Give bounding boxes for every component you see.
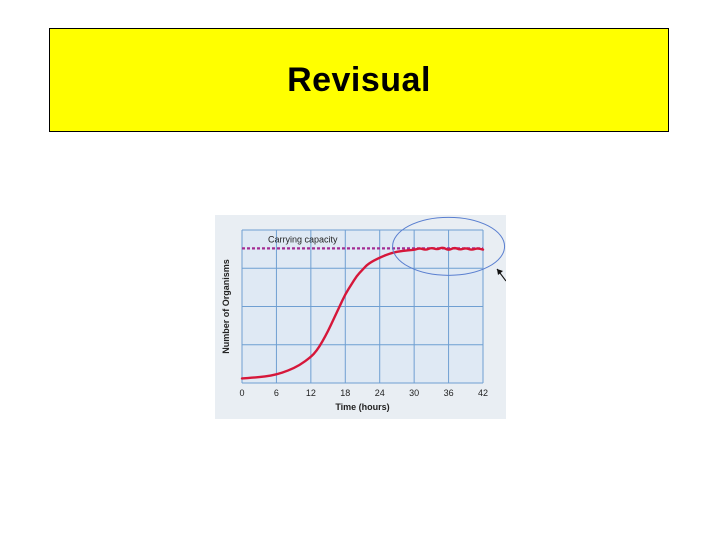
x-axis-label: Time (hours) xyxy=(335,402,389,412)
x-tick-label: 0 xyxy=(239,388,244,398)
annotation-arrowhead xyxy=(497,269,503,275)
growth-curve xyxy=(240,246,485,380)
x-tick-label: 12 xyxy=(306,388,316,398)
x-tick-label: 30 xyxy=(409,388,419,398)
x-tick-label: 24 xyxy=(375,388,385,398)
x-tick-label: 36 xyxy=(444,388,454,398)
carrying-capacity-label: Carrying capacity xyxy=(268,234,338,244)
x-tick-labels: 0 6 12 18 24 30 36 42 xyxy=(239,388,488,398)
y-axis-label: Number of Organisms xyxy=(221,259,231,354)
logistic-growth-chart: Carrying capacity 0 6 12 18 24 30 36 42 Time (h… xyxy=(215,215,506,419)
title-banner: Revisual xyxy=(49,28,669,132)
x-tick-label: 6 xyxy=(274,388,279,398)
grid-lines xyxy=(241,229,484,384)
plateau-highlight-ellipse xyxy=(392,216,506,276)
x-tick-label: 42 xyxy=(478,388,488,398)
x-tick-label: 18 xyxy=(340,388,350,398)
slide-title: Revisual xyxy=(287,60,431,99)
logistic-growth-figure: Carrying capacity 0 6 12 18 24 30 36 42 Time (h… xyxy=(215,215,506,419)
